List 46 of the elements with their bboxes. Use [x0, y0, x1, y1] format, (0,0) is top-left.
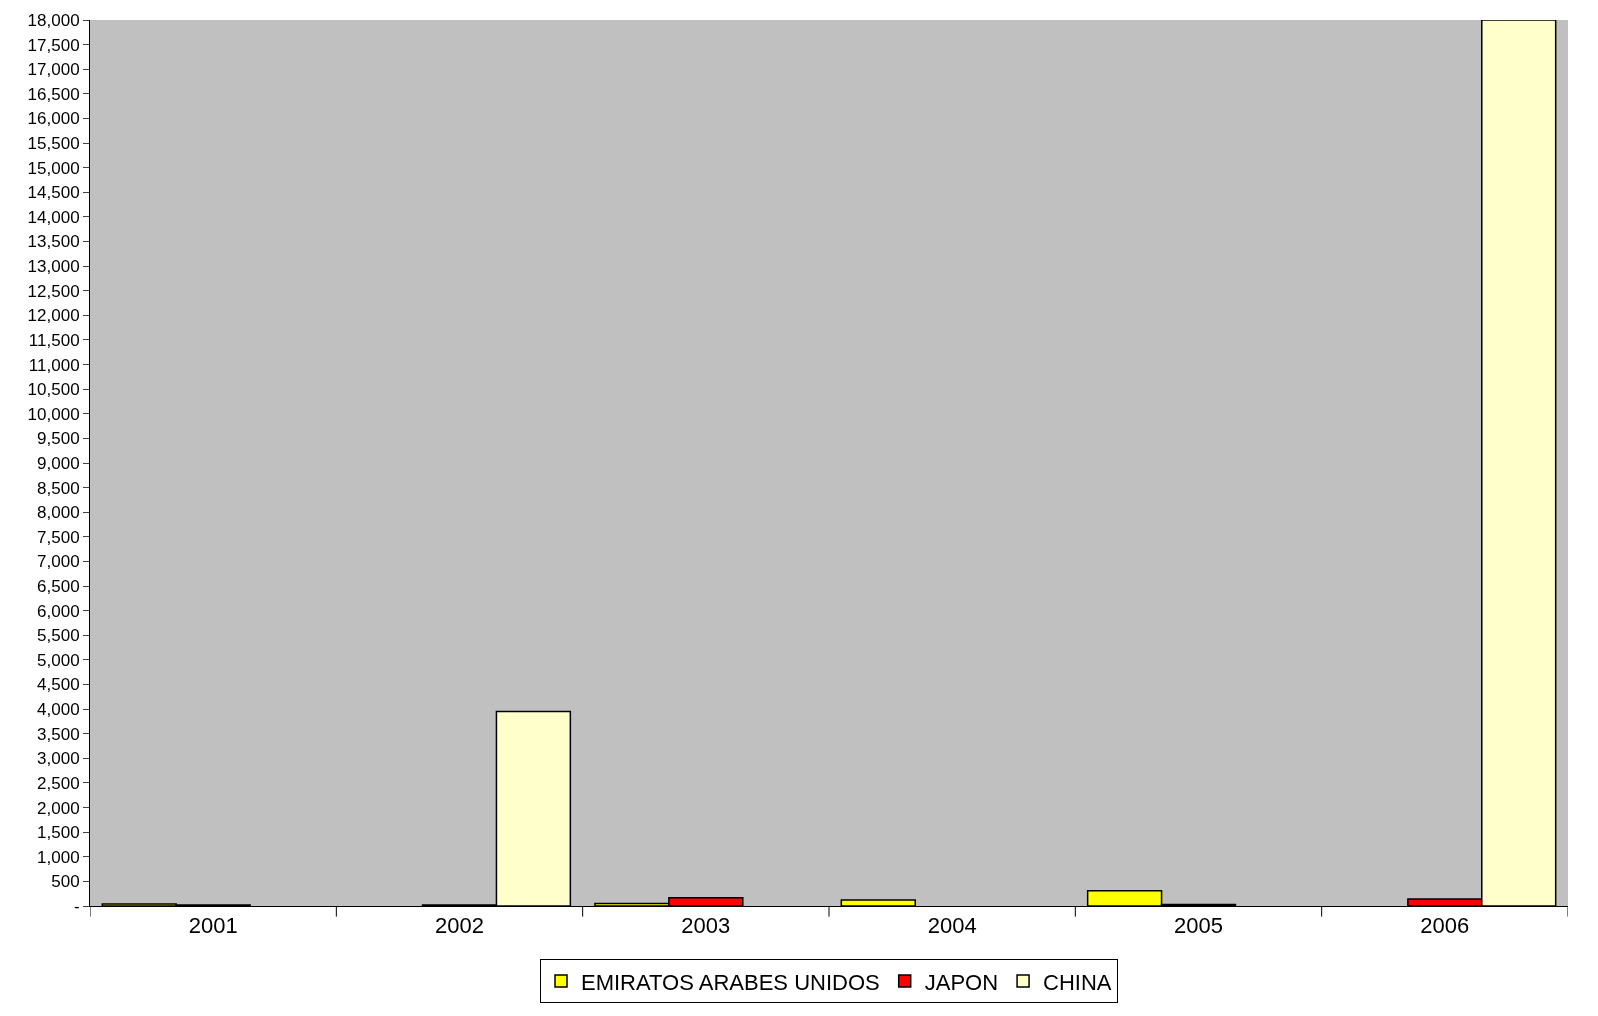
legend-label: CHINA	[1043, 969, 1112, 995]
y-tick-label: 14,000	[27, 207, 80, 227]
y-tick-label: 10,500	[27, 380, 80, 400]
y-tick-label: 6,500	[37, 577, 80, 597]
y-tick-label: 8,500	[37, 478, 80, 498]
y-tick-label: 1,500	[37, 823, 80, 843]
y-tick-label: 7,000	[37, 552, 80, 572]
x-tick-label: 2001	[188, 913, 238, 939]
y-tick-label: 500	[51, 872, 80, 892]
y-tick-label: 7,500	[37, 527, 80, 547]
legend-label: EMIRATOS ARABES UNIDOS	[581, 969, 880, 995]
y-tick-label: 3,500	[37, 724, 80, 744]
y-tick-label: 16,500	[27, 84, 80, 104]
y-tick-label: 17,500	[27, 35, 80, 55]
y-tick-label: 4,500	[37, 675, 80, 695]
y-tick-label: 11,000	[28, 355, 80, 375]
y-tick-label: 18,000	[27, 10, 80, 30]
legend-label: JAPON	[924, 969, 999, 995]
y-tick-label: 2,000	[37, 798, 80, 818]
y-tick-label: 13,000	[27, 257, 80, 277]
y-tick-label: 15,000	[27, 158, 80, 178]
y-tick-label: 9,000	[37, 453, 80, 473]
x-tick-label: 2006	[1420, 913, 1470, 939]
y-tick-label: 6,000	[37, 601, 80, 621]
x-tick-label: 2005	[1174, 913, 1223, 939]
y-tick-label: 9,500	[37, 429, 80, 449]
x-tick-label: 2004	[927, 913, 977, 939]
y-tick-label: 17,000	[27, 60, 80, 80]
y-tick-label: 3,000	[37, 749, 80, 769]
y-tick-label: 10,000	[27, 404, 80, 424]
y-tick-label: 14,500	[27, 183, 80, 203]
y-tick-label: 16,000	[27, 109, 80, 129]
y-tick-label: 5,000	[37, 650, 80, 670]
y-tick-label: 12,000	[27, 306, 80, 326]
y-tick-label: 1,000	[37, 847, 80, 867]
y-tick-label: -	[73, 896, 80, 916]
y-tick-label: 13,500	[27, 232, 80, 252]
y-tick-label: 15,500	[27, 134, 80, 154]
y-tick-label: 12,500	[27, 281, 80, 301]
y-tick-label: 4,000	[37, 700, 80, 720]
y-tick-label: 2,500	[37, 773, 80, 793]
y-tick-label: 8,000	[37, 503, 80, 523]
x-tick-label: 2002	[435, 913, 484, 939]
y-tick-label: 5,500	[37, 626, 80, 646]
x-tick-label: 2003	[681, 913, 731, 939]
y-tick-label: 11,500	[28, 330, 80, 350]
